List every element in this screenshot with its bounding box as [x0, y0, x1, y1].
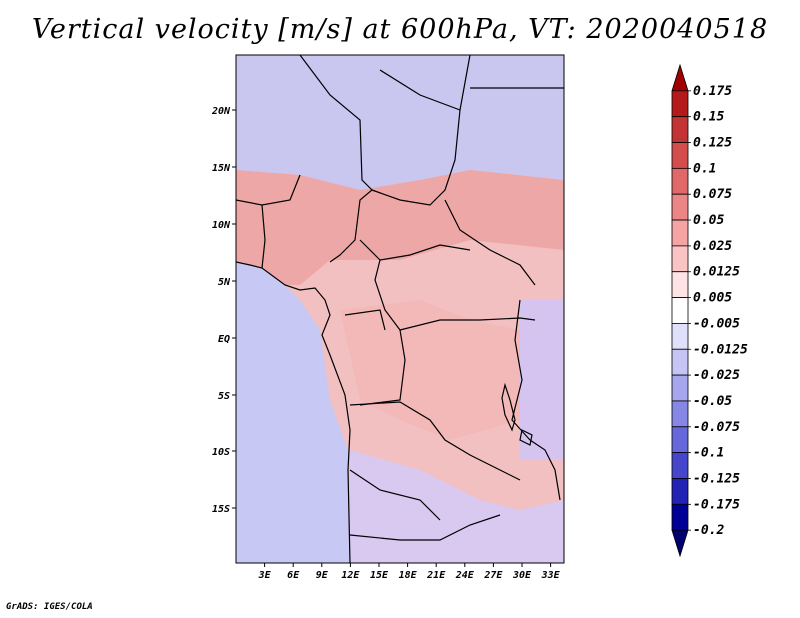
colorbar-segment — [671, 529, 689, 558]
colorbar-segment — [671, 478, 689, 505]
border-line — [349, 469, 441, 521]
colorbar-label: -0.025 — [693, 368, 740, 383]
colorbar-segment — [671, 245, 689, 273]
colorbar-label: 0.175 — [693, 84, 732, 99]
lon-label: 24E — [455, 570, 475, 581]
colorbar-segment — [671, 167, 689, 195]
colorbar-label: -0.2 — [693, 523, 724, 538]
lat-label: EQ — [218, 334, 230, 345]
colorbar-label: -0.0125 — [693, 342, 748, 357]
borders — [236, 55, 564, 563]
lat-label: 20N — [211, 106, 231, 117]
colorbar-label: -0.075 — [693, 420, 740, 435]
south-field — [350, 450, 564, 563]
colorbar-label: 0.0125 — [693, 265, 740, 280]
colorbar-label: 0.15 — [693, 110, 724, 125]
lon-label: 30E — [512, 570, 532, 581]
lon-label: 9E — [316, 570, 329, 581]
border-line — [529, 439, 561, 501]
lon-label: 3E — [258, 570, 272, 581]
colorbar-label: 0.005 — [693, 291, 732, 306]
border-line — [236, 174, 301, 206]
colorbar: 0.175 0.15 0.125 0.1 0.075 0.05 0.025 0.0125 0.0… — [671, 63, 748, 558]
colorbar-segment — [671, 452, 689, 479]
border-line — [261, 204, 266, 269]
border-line — [359, 239, 471, 261]
lat-label: 10N — [212, 220, 231, 231]
colorbar-segment — [671, 348, 689, 376]
colorbar-label: 0.05 — [693, 213, 724, 228]
colorbar-segment — [671, 323, 689, 350]
lon-label: 15E — [370, 570, 389, 581]
congo-field — [340, 300, 520, 440]
lat-label: 10S — [212, 447, 230, 458]
lon-label: 33E — [541, 570, 561, 581]
colorbar-segment — [671, 63, 689, 92]
colorbar-label: -0.175 — [693, 497, 740, 512]
lat-label: 15N — [212, 163, 231, 174]
colorbar-segment — [671, 219, 689, 247]
colorbar-segment — [671, 271, 689, 298]
border-line — [379, 69, 461, 111]
colorbar-segment — [671, 374, 689, 402]
border-line — [511, 299, 531, 441]
latitude-axis: 20N 15N 10N 5N EQ 5S 10S 15S — [211, 106, 236, 515]
colorbar-label: -0.125 — [693, 471, 740, 486]
lat-label: 5S — [218, 391, 230, 402]
lon-label: 21E — [426, 570, 446, 581]
lake-outline — [519, 429, 533, 446]
colorbar-label: -0.1 — [693, 446, 724, 461]
sahel-field — [236, 170, 564, 285]
colorbar-label: 0.1 — [693, 161, 716, 176]
colorbar-segment — [671, 297, 689, 324]
lon-label: 6E — [287, 570, 300, 581]
map-frame — [235, 54, 565, 564]
colorbar-label: 0.075 — [693, 187, 732, 202]
colorbar-label: -0.005 — [693, 316, 740, 331]
map-field — [236, 55, 564, 563]
colorbar-segment — [671, 116, 689, 143]
chart-title: Vertical velocity [m/s] at 600hPa, VT: 2… — [31, 14, 769, 45]
colorbar-label: 0.125 — [693, 136, 732, 151]
sahara-field — [236, 55, 564, 190]
lon-label: 18E — [399, 570, 418, 581]
coastline — [236, 261, 351, 563]
colorbar-label: 0.025 — [693, 239, 732, 254]
border-line — [344, 309, 386, 331]
lat-label: 5N — [218, 277, 231, 288]
border-line — [349, 514, 501, 541]
colorbar-segment — [671, 142, 689, 169]
colorbar-segment — [671, 193, 689, 221]
lon-label: 12E — [341, 570, 360, 581]
lon-label: 27E — [483, 570, 503, 581]
colorbar-segment — [671, 503, 689, 531]
border-line — [399, 317, 536, 331]
colorbar-label: -0.05 — [693, 394, 732, 409]
colorbar-segment — [671, 400, 689, 428]
border-line — [349, 401, 521, 481]
border-line — [444, 199, 536, 286]
colorbar-segment — [671, 90, 689, 118]
longitude-axis: 3E 6E 9E 12E 15E 18E 21E 24E 27E 30E 33E — [258, 563, 561, 581]
lake-outline — [501, 382, 516, 432]
grads-credit: GrADS: IGES/COLA — [6, 602, 93, 612]
colorbar-segment — [671, 426, 689, 454]
lat-label: 15S — [212, 504, 230, 515]
